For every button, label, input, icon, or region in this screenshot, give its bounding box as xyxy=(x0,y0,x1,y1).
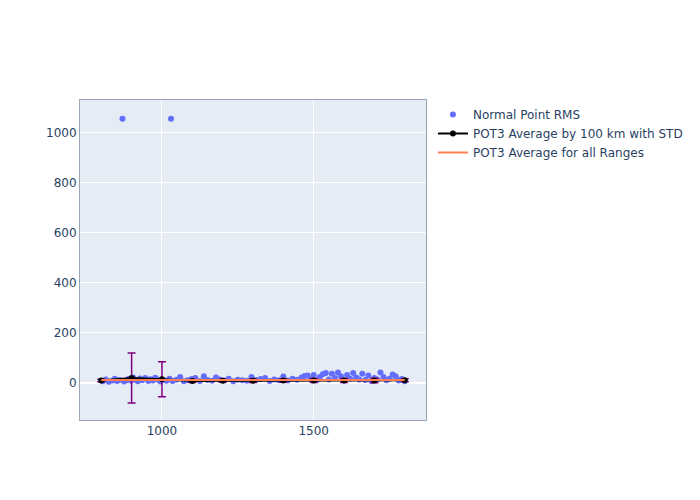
svg-text:Normal Point RMS: Normal Point RMS xyxy=(473,108,580,122)
svg-text:400: 400 xyxy=(54,276,77,290)
svg-text:1000: 1000 xyxy=(147,424,178,438)
svg-text:0: 0 xyxy=(69,376,77,390)
svg-text:200: 200 xyxy=(54,326,77,340)
svg-text:1000: 1000 xyxy=(46,126,77,140)
svg-text:800: 800 xyxy=(54,176,77,190)
svg-text:POT3 Average for all Ranges: POT3 Average for all Ranges xyxy=(473,146,644,160)
svg-text:600: 600 xyxy=(54,226,77,240)
svg-text:1500: 1500 xyxy=(298,424,329,438)
svg-text:POT3 Average by 100 km with ST: POT3 Average by 100 km with STD xyxy=(473,127,683,141)
